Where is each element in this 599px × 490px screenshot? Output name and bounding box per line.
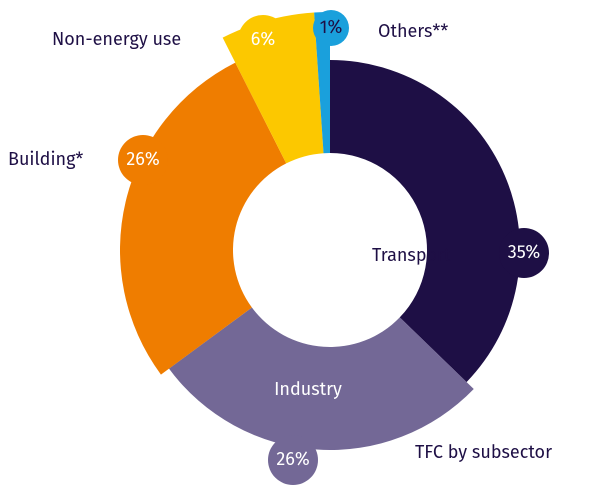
donut-segment <box>168 307 474 451</box>
category-label: Non-energy use <box>52 28 181 50</box>
value-badge <box>499 228 549 278</box>
value-label: 35% <box>508 241 541 263</box>
value-label: 6% <box>251 28 276 50</box>
donut-segment <box>330 60 520 383</box>
category-label: Industry <box>274 378 342 400</box>
annotation: TFC by subsector <box>415 441 552 463</box>
value-badge <box>313 10 349 46</box>
value-badge <box>238 15 288 65</box>
category-label: Others** <box>378 20 448 42</box>
donut-segment <box>119 62 287 375</box>
value-label: 1% <box>320 16 343 38</box>
category-label: Building* <box>8 148 83 170</box>
value-badge <box>118 135 168 185</box>
value-label: 26% <box>126 148 160 170</box>
donut-segment <box>314 12 330 154</box>
category-label: Transport <box>372 244 451 266</box>
value-label: 26% <box>276 448 310 470</box>
value-badge <box>268 435 318 485</box>
